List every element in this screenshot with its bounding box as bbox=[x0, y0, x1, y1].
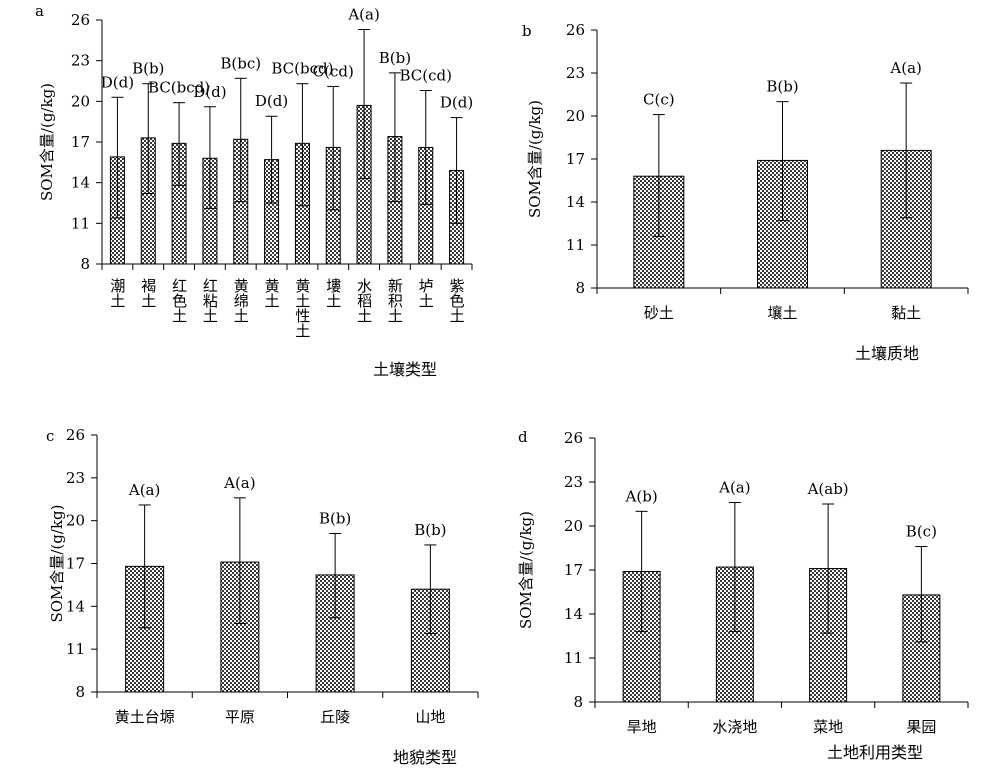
category-label: 果园 bbox=[906, 718, 936, 736]
y-tick-label: 11 bbox=[566, 236, 585, 254]
significance-label: D(d) bbox=[440, 94, 473, 112]
y-tick-label: 20 bbox=[66, 512, 85, 530]
x-axis-title: 土壤质地 bbox=[855, 344, 919, 363]
y-tick-label: 11 bbox=[71, 214, 90, 232]
category-label: 塿土 bbox=[324, 278, 342, 308]
category-label: 砂土 bbox=[644, 304, 674, 322]
significance-label: B(b) bbox=[379, 49, 411, 67]
category-label: 黄绵土 bbox=[232, 278, 250, 323]
y-axis-title: SOM含量/(g/kg) bbox=[526, 100, 544, 218]
significance-label: B(b) bbox=[132, 60, 164, 78]
category-label: 黏土 bbox=[891, 304, 921, 322]
category-label: 红粘土 bbox=[201, 278, 219, 323]
significance-label: A(a) bbox=[347, 5, 379, 23]
category-label: 褐土 bbox=[139, 278, 157, 308]
y-tick-label: 26 bbox=[566, 21, 585, 39]
significance-label: B(b) bbox=[414, 521, 446, 539]
significance-label: D(d) bbox=[193, 83, 226, 101]
y-tick-label: 26 bbox=[66, 426, 85, 444]
y-tick-label: 8 bbox=[80, 255, 90, 273]
significance-label: B(bc) bbox=[220, 54, 261, 72]
bar bbox=[125, 565, 165, 693]
y-tick-label: 17 bbox=[564, 561, 583, 579]
category-label: 水浇地 bbox=[712, 718, 757, 736]
significance-label: D(d) bbox=[255, 92, 288, 110]
significance-label: B(b) bbox=[766, 78, 798, 96]
category-label: 垆土 bbox=[417, 278, 435, 308]
significance-label: A(a) bbox=[718, 479, 750, 497]
panel-d: d 8 11 14 17 20 23 26 A(b) 旱地 A(a) 水浇地 A(ab) 菜地 B(c) 果园… bbox=[517, 428, 969, 762]
category-label: 壤土 bbox=[767, 304, 797, 322]
category-label: 山地 bbox=[415, 708, 445, 726]
category-label: 红色土 bbox=[170, 278, 188, 323]
y-tick-label: 23 bbox=[66, 469, 85, 487]
significance-label: BC(bcd) bbox=[271, 60, 333, 78]
significance-label: A(a) bbox=[889, 59, 921, 77]
significance-label: C(cd) bbox=[313, 62, 354, 80]
y-tick-label: 26 bbox=[71, 11, 90, 29]
y-tick-label: 26 bbox=[564, 429, 583, 447]
x-axis-title: 土地利用类型 bbox=[827, 743, 923, 762]
y-tick-label: 23 bbox=[71, 52, 90, 70]
y-tick-label: 20 bbox=[564, 517, 583, 535]
panel-c: c 8 11 14 17 20 23 26 A(a) 黄土台塬 A(a) 平原 B(b) 丘陵 B(b) 山地… bbox=[46, 426, 479, 767]
y-tick-label: 17 bbox=[566, 150, 585, 168]
panel-label: a bbox=[35, 2, 44, 20]
panel-label: b bbox=[522, 22, 532, 40]
category-label: 水稻土 bbox=[355, 278, 373, 323]
y-tick-label: 17 bbox=[71, 133, 90, 151]
significance-label: A(a) bbox=[128, 481, 160, 499]
y-tick-label: 11 bbox=[66, 640, 85, 658]
category-label: 菜地 bbox=[813, 718, 843, 736]
y-axis-title: SOM含量/(g/kg) bbox=[48, 504, 66, 622]
significance-label: B(b) bbox=[319, 510, 351, 528]
category-label: 黄土性土 bbox=[293, 278, 311, 338]
y-tick-label: 8 bbox=[575, 279, 585, 297]
y-tick-label: 20 bbox=[566, 107, 585, 125]
panel-b: b 8 11 14 17 20 23 26 C(c) 砂土 B(b) 壤土 A(a) 黏土 SOM含量/(g… bbox=[522, 21, 969, 363]
y-tick-label: 17 bbox=[66, 555, 85, 573]
panel-label: d bbox=[518, 428, 528, 446]
significance-label: C(c) bbox=[643, 91, 675, 109]
y-tick-label: 14 bbox=[66, 597, 85, 615]
y-tick-label: 20 bbox=[71, 92, 90, 110]
significance-label: BC(cd) bbox=[400, 66, 453, 84]
y-tick-label: 14 bbox=[71, 174, 90, 192]
y-tick-label: 23 bbox=[564, 473, 583, 491]
y-tick-label: 14 bbox=[564, 605, 583, 623]
y-tick-label: 8 bbox=[75, 683, 85, 701]
significance-label: D(d) bbox=[101, 73, 134, 91]
significance-label: A(ab) bbox=[807, 480, 849, 498]
y-axis-title: SOM含量/(g/kg) bbox=[517, 511, 535, 629]
category-label: 紫色土 bbox=[448, 278, 466, 323]
category-label: 新积土 bbox=[386, 278, 404, 323]
category-label: 黄土 bbox=[263, 278, 281, 308]
significance-label: BC(bcd) bbox=[148, 79, 210, 97]
y-axis-title: SOM含量/(g/kg) bbox=[38, 83, 56, 201]
x-axis-title: 土壤类型 bbox=[373, 360, 437, 379]
significance-label: A(a) bbox=[223, 474, 255, 492]
y-tick-label: 8 bbox=[573, 693, 583, 711]
category-label: 黄土台塬 bbox=[115, 708, 175, 726]
y-tick-label: 14 bbox=[566, 193, 585, 211]
panel-a: a 8 11 14 17 20 23 26 D(d) 潮土 B(b) 褐土 BC(bcd) 红色土 D(d)… bbox=[35, 2, 473, 379]
significance-label: B(c) bbox=[906, 523, 937, 541]
category-label: 潮土 bbox=[108, 278, 126, 308]
significance-label: A(b) bbox=[625, 487, 658, 505]
category-label: 平原 bbox=[225, 708, 255, 726]
category-label: 旱地 bbox=[627, 718, 657, 736]
bar bbox=[880, 149, 932, 289]
x-axis-title: 地貌类型 bbox=[393, 748, 457, 767]
y-tick-label: 11 bbox=[564, 649, 583, 667]
panel-label: c bbox=[46, 427, 54, 445]
y-tick-label: 23 bbox=[566, 64, 585, 82]
category-label: 丘陵 bbox=[320, 708, 350, 726]
